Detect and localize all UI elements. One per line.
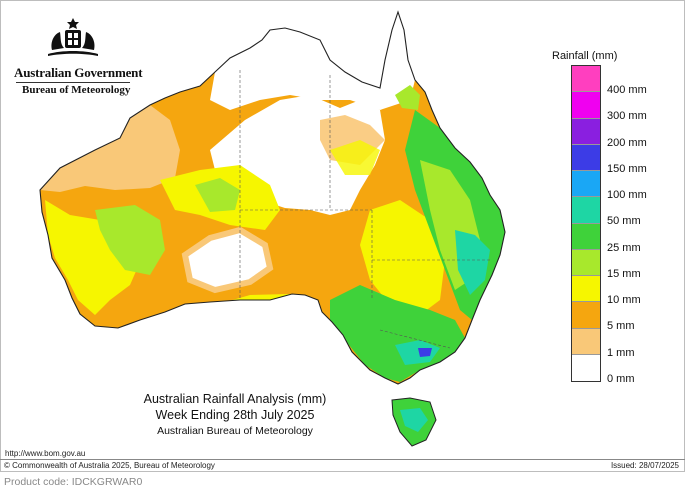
legend-label: 25 mm [607,241,641,254]
government-name: Australian Government [14,65,143,80]
bureau-name: Bureau of Meteorology [22,84,131,96]
legend-swatch [572,302,600,329]
issued-date: Issued: 28/07/2025 [610,461,679,470]
legend-swatch [572,144,600,171]
legend-color-bar [571,65,601,382]
rainfall-map [39,10,506,447]
legend-swatch [572,276,600,303]
legend-label: 0 mm [607,372,635,385]
legend-title: Rainfall (mm) [552,50,618,62]
legend-swatch [572,171,600,198]
product-code: Product code: IDCKGRWAR0 [4,476,143,488]
coat-of-arms-icon [48,18,98,56]
bom-url-link[interactable]: http://www.bom.gov.au [5,449,86,458]
footer-divider [0,459,685,460]
map-source: Australian Bureau of Meteorology [157,425,313,437]
legend-label: 1 mm [607,346,635,359]
legend-label: 400 mm [607,84,647,97]
legend-swatch [572,223,600,250]
legend-swatch [572,328,600,355]
australian-government-logo: Australian Government Bureau of Meteorol… [14,16,143,100]
legend-label: 300 mm [607,110,647,123]
legend-label: 5 mm [607,320,635,333]
legend-label: 200 mm [607,136,647,149]
map-title-block: Australian Rainfall Analysis (mm) Week E… [110,392,360,438]
legend-label: 150 mm [607,162,647,175]
legend-swatch [572,197,600,224]
legend-swatch [572,354,600,381]
map-title: Australian Rainfall Analysis (mm) [143,392,327,406]
copyright-notice: © Commonwealth of Australia 2025, Bureau… [4,461,215,470]
legend-label: 15 mm [607,267,641,280]
logo-divider [16,82,130,83]
legend-swatch [572,92,600,119]
map-period: Week Ending 28th July 2025 [155,408,315,422]
legend-label: 10 mm [607,294,641,307]
legend-swatch [572,118,600,145]
legend-swatch [572,249,600,276]
legend-label: 50 mm [607,215,641,228]
legend-swatch [572,66,600,93]
legend-label: 100 mm [607,189,647,202]
